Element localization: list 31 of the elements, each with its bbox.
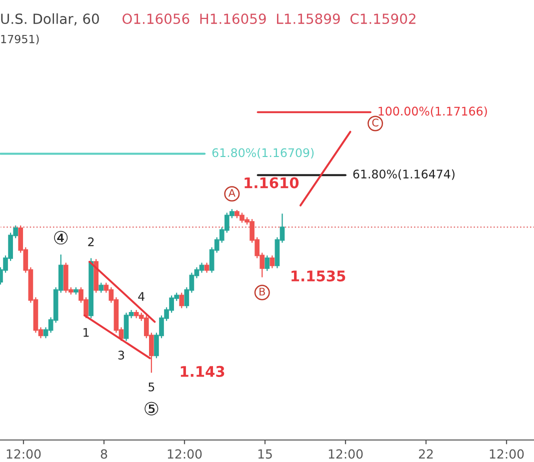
annotation: 100.00%(1.17166): [378, 106, 487, 117]
x-tick-label: 15: [258, 449, 272, 459]
x-tick-label: 12:00: [168, 449, 202, 459]
annotation: ⑤: [144, 402, 158, 416]
x-tick-label: 12:00: [490, 449, 524, 459]
x-tick-label: 22: [418, 449, 433, 459]
annotation: 5: [148, 382, 154, 392]
annotation: 1.1610: [244, 177, 299, 188]
x-tick-label: 12:00: [6, 449, 41, 459]
annotation: A: [228, 189, 236, 197]
annotation: 4: [138, 292, 144, 301]
text: O1.16056 H1.16059 L1.15899 C1.15902: [122, 14, 416, 24]
annotation: 1.143: [180, 366, 224, 377]
annotation: 61.80%(1.16709): [212, 148, 314, 159]
annotation: B: [260, 288, 265, 296]
x-tick-label: 12:00: [328, 449, 363, 459]
annotation: 17951): [1, 34, 39, 45]
candlestick: [264, 254, 270, 272]
candlestick: [204, 262, 210, 274]
annotation: ④: [54, 230, 68, 244]
candlestick: [179, 292, 184, 309]
annotation: 3: [118, 350, 124, 360]
annotation: C: [372, 118, 378, 127]
text: U.S. Dollar, 60: [1, 13, 99, 26]
candlestick: [98, 282, 104, 294]
annotation: 61.80%(1.16474): [353, 169, 454, 180]
annotation: 2: [88, 237, 94, 246]
candlestick: [270, 254, 275, 269]
x-tick-label: 8: [100, 449, 108, 459]
annotation: 1.1535: [292, 270, 346, 282]
annotation: 1: [84, 328, 89, 337]
